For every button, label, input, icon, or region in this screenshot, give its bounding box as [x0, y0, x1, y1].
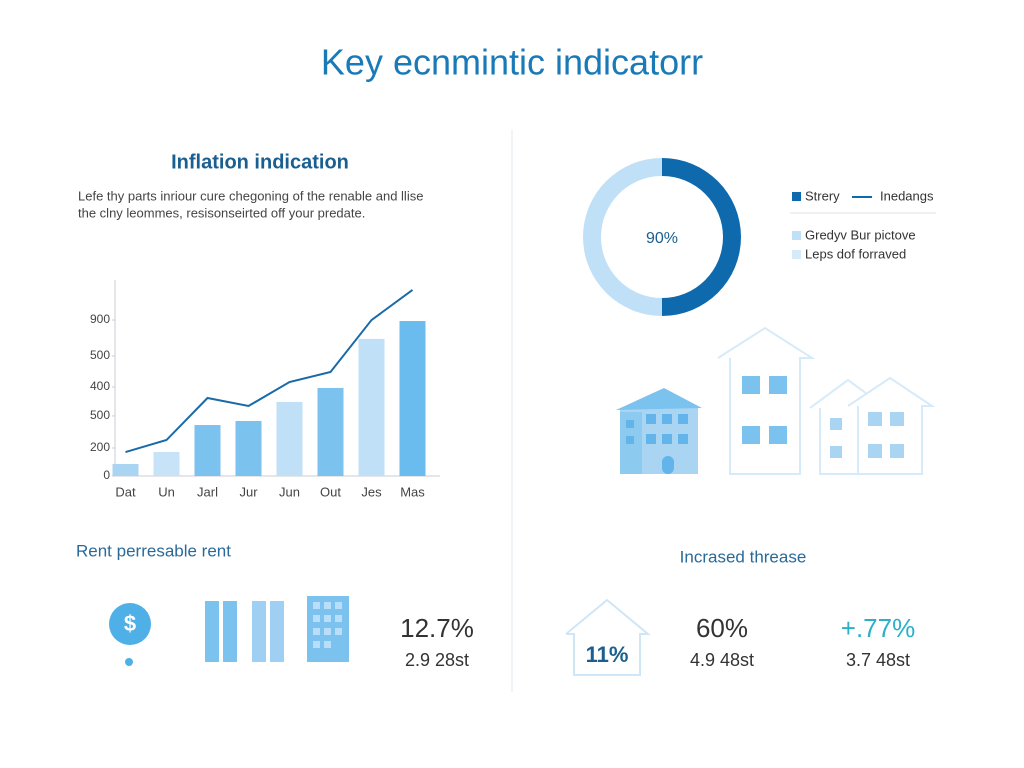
donut-center-label: 90% — [646, 230, 678, 247]
bar — [112, 463, 139, 476]
x-tick-label: Jarl — [197, 484, 218, 499]
dollar-icon — [109, 603, 151, 645]
bar — [399, 321, 426, 476]
bar — [317, 387, 344, 476]
y-tick-label: 200 — [90, 440, 110, 454]
legend-label: Inedangs — [880, 188, 934, 203]
bar — [194, 425, 221, 476]
x-tick-label: Dat — [115, 484, 136, 499]
house-icon — [565, 598, 651, 676]
threase-title: Incrased threase — [680, 547, 807, 566]
dot — [125, 658, 133, 666]
legend-label: Gredyv Bur pictove — [805, 227, 916, 242]
x-tick-label: Un — [158, 484, 175, 499]
x-tick-label: Mas — [400, 484, 425, 499]
bar — [276, 401, 303, 476]
x-tick-label: Jur — [239, 484, 258, 499]
chart-subtitle: Lefe thy parts inriour cure chegoning of… — [78, 188, 423, 203]
rent-value: 12.7% — [400, 613, 474, 643]
donut-segment — [583, 158, 662, 316]
stat-value: 60% — [696, 613, 748, 643]
chart-subtitle: the clny leommes, resisonseirted off you… — [78, 205, 365, 220]
y-tick-label: 900 — [90, 312, 110, 326]
stat-sub: 3.7 48st — [846, 650, 910, 670]
chart-title: Inflation indication — [171, 151, 349, 173]
page-title: Key ecnmintic indicatorr — [321, 42, 703, 83]
bar — [358, 338, 385, 476]
dollar-glyph: $ — [124, 611, 136, 636]
legend-label: Strery — [805, 188, 840, 203]
x-tick-label: Jun — [279, 484, 300, 499]
y-tick-label: 500 — [90, 348, 110, 362]
rent-sub: 2.9 28st — [405, 650, 469, 670]
line-series — [125, 289, 414, 454]
bar — [153, 452, 180, 476]
donut-segment — [662, 158, 741, 316]
y-tick-label: 500 — [90, 408, 110, 422]
legend-swatch — [792, 231, 801, 240]
bar — [235, 420, 262, 476]
buildings-illustration — [616, 326, 936, 475]
x-tick-label: Out — [320, 484, 341, 499]
y-tick-label: 400 — [90, 379, 110, 393]
legend-swatch — [792, 192, 801, 201]
y-tick-label: 0 — [103, 468, 110, 482]
rent-title: Rent perresable rent — [76, 541, 231, 560]
legend-label: Leps dof forraved — [805, 246, 906, 261]
bars-icon — [205, 596, 349, 662]
x-tick-label: Jes — [361, 484, 382, 499]
house-value: 11% — [586, 642, 629, 667]
legend-swatch — [792, 250, 801, 259]
stat-value: +.77% — [841, 613, 915, 643]
stat-sub: 4.9 48st — [690, 650, 754, 670]
